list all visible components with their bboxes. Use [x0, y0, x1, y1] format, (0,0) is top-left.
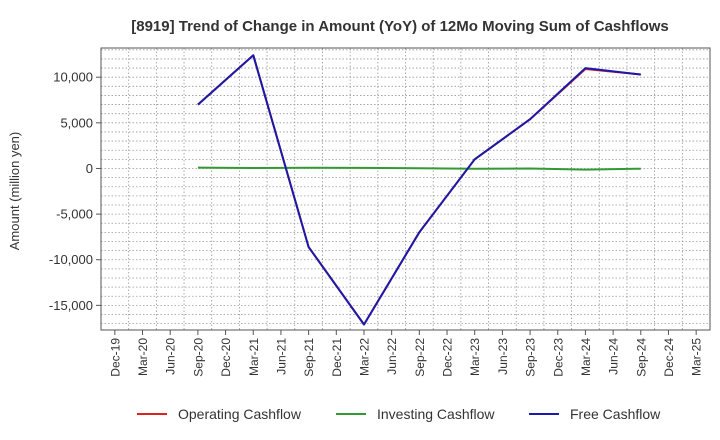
y-tick-label: -10,000 — [49, 252, 93, 267]
series-line-investing-cashflow — [197, 166, 641, 171]
chart-title: [8919] Trend of Change in Amount (YoY) o… — [131, 18, 669, 35]
x-tick-label: Jun-20 — [164, 338, 178, 375]
series-line-free-cashflow — [197, 54, 641, 326]
x-tick-label: Sep-24 — [634, 338, 648, 377]
x-tick-label: Sep-22 — [413, 338, 427, 377]
x-tick-label: Sep-20 — [191, 338, 205, 377]
x-tick-label: Mar-25 — [690, 338, 704, 376]
y-axis-label: Amount (million yen) — [7, 132, 22, 251]
y-tick-label: 5,000 — [60, 115, 93, 130]
x-tick-label: Mar-21 — [247, 338, 261, 376]
x-tick-label: Jun-22 — [385, 338, 399, 375]
x-tick-label: Mar-22 — [357, 338, 371, 376]
y-tick-label: -15,000 — [49, 298, 93, 313]
x-tick-label: Dec-21 — [330, 338, 344, 377]
x-tick-label: Mar-23 — [468, 338, 482, 376]
legend-label: Free Cashflow — [570, 406, 661, 422]
y-tick-label: 10,000 — [53, 70, 93, 85]
x-tick-label: Dec-20 — [219, 338, 233, 377]
legend: Operating Cashflow Investing Cashflow Free… — [137, 406, 661, 422]
x-tick-label: Dec-22 — [441, 338, 455, 377]
x-tick-label: Dec-23 — [551, 338, 565, 377]
legend-label: Operating Cashflow — [178, 406, 302, 422]
x-tick-label: Dec-19 — [108, 338, 122, 377]
x-tick-label: Jun-21 — [274, 338, 288, 375]
x-tick-label: Jun-24 — [607, 338, 621, 375]
plot-area: 10,000 5,000 0 -5,000 -10,000 -15,000 Dec-19 Ma… — [49, 47, 711, 377]
plot-frame — [100, 47, 711, 331]
legend-label: Investing Cashflow — [377, 406, 495, 422]
y-tick-label: 0 — [86, 161, 93, 176]
x-tick-label: Sep-21 — [302, 338, 316, 377]
x-tick-label: Sep-23 — [524, 338, 538, 377]
x-tick-label: Mar-24 — [579, 338, 593, 376]
x-tick-label: Dec-24 — [662, 338, 676, 377]
y-tick-label: -5,000 — [56, 207, 93, 222]
x-tick-label: Jun-23 — [496, 338, 510, 375]
x-tick-label: Mar-20 — [136, 338, 150, 376]
